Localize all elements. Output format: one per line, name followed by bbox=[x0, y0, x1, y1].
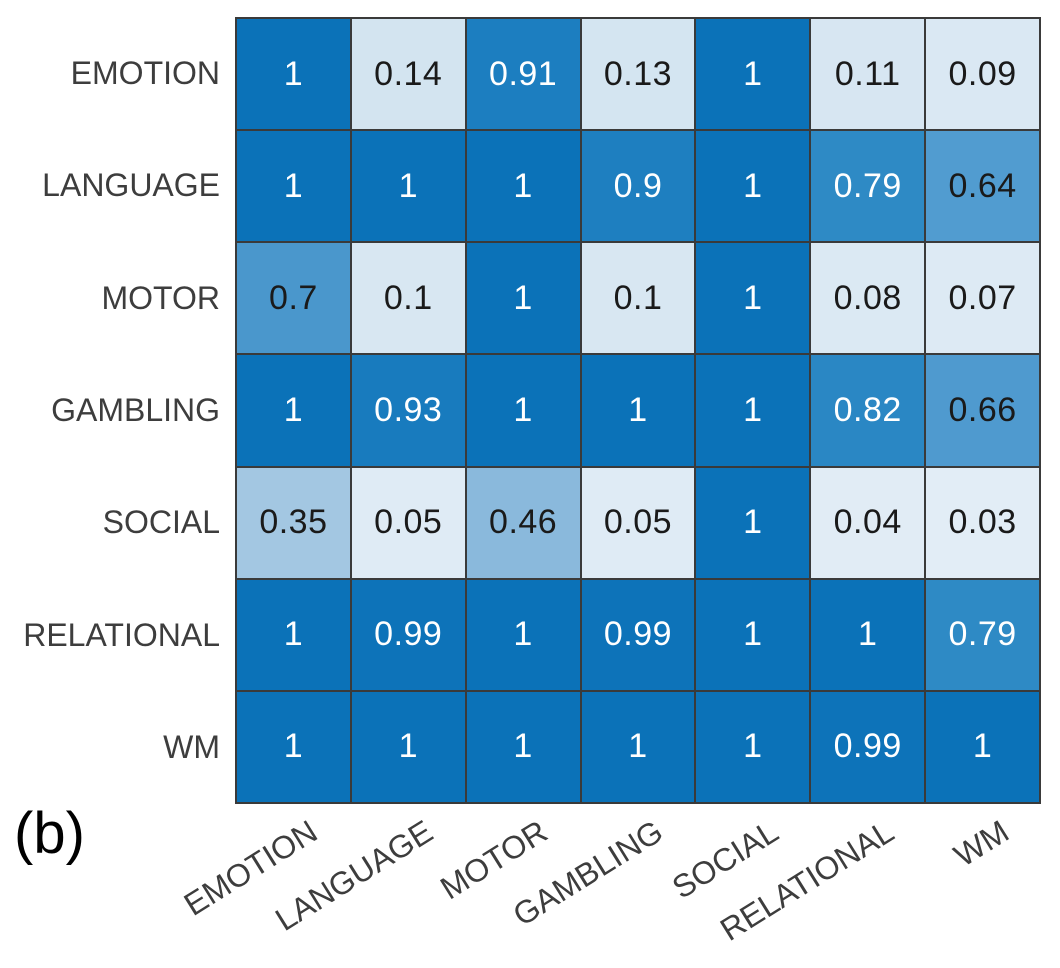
heatmap-cell-motor-language: 0.1 bbox=[351, 243, 465, 354]
figure-panel-label: (b) bbox=[14, 801, 85, 866]
heatmap-cell-gambling-wm: 0.66 bbox=[926, 355, 1039, 466]
heatmap-cell-emotion-social: 1 bbox=[696, 19, 810, 130]
y-tick-label-social: SOCIAL bbox=[102, 504, 220, 541]
heatmap-cell-motor-gambling: 0.1 bbox=[581, 243, 695, 354]
heatmap-cell-wm-gambling: 1 bbox=[581, 691, 695, 802]
heatmap-cell-emotion-emotion: 1 bbox=[237, 19, 350, 130]
heatmap-cell-language-social: 1 bbox=[696, 131, 810, 242]
heatmap-cell-motor-social: 1 bbox=[696, 243, 810, 354]
heatmap-cell-motor-wm: 0.07 bbox=[926, 243, 1039, 354]
heatmap-cell-language-wm: 0.64 bbox=[926, 131, 1039, 242]
heatmap-cell-social-social: 1 bbox=[696, 467, 810, 578]
heatmap-cell-relational-motor: 1 bbox=[466, 579, 580, 690]
heatmap-cell-motor-emotion: 0.7 bbox=[237, 243, 350, 354]
heatmap-cell-language-relational: 0.79 bbox=[811, 131, 925, 242]
heatmap-cell-wm-emotion: 1 bbox=[237, 691, 350, 802]
heatmap-cell-relational-emotion: 1 bbox=[237, 579, 350, 690]
heatmap-cell-social-relational: 0.04 bbox=[811, 467, 925, 578]
y-tick-label-wm: WM bbox=[163, 729, 220, 766]
heatmap-cell-gambling-language: 0.93 bbox=[351, 355, 465, 466]
heatmap-cell-wm-social: 1 bbox=[696, 691, 810, 802]
heatmap-cell-relational-social: 1 bbox=[696, 579, 810, 690]
heatmap-cell-relational-wm: 0.79 bbox=[926, 579, 1039, 690]
heatmap-cell-social-language: 0.05 bbox=[351, 467, 465, 578]
heatmap-cell-social-wm: 0.03 bbox=[926, 467, 1039, 578]
y-tick-label-relational: RELATIONAL bbox=[23, 616, 220, 653]
heatmap-cell-gambling-social: 1 bbox=[696, 355, 810, 466]
heatmap-cell-emotion-relational: 0.11 bbox=[811, 19, 925, 130]
heatmap-cell-emotion-wm: 0.09 bbox=[926, 19, 1039, 130]
heatmap-cell-motor-motor: 1 bbox=[466, 243, 580, 354]
heatmap-cell-gambling-emotion: 1 bbox=[237, 355, 350, 466]
x-tick-label-wm: WM bbox=[947, 813, 1015, 874]
heatmap-cell-wm-wm: 1 bbox=[926, 691, 1039, 802]
heatmap-cell-wm-language: 1 bbox=[351, 691, 465, 802]
heatmap-cell-motor-relational: 0.08 bbox=[811, 243, 925, 354]
y-tick-label-gambling: GAMBLING bbox=[51, 391, 220, 428]
heatmap-cell-social-motor: 0.46 bbox=[466, 467, 580, 578]
heatmap-cell-emotion-gambling: 0.13 bbox=[581, 19, 695, 130]
heatmap-cell-relational-relational: 1 bbox=[811, 579, 925, 690]
heatmap-grid: 1 0.14 0.91 0.13 1 0.11 0.09 1 1 1 0.9 1 0.79 0.64 0.7… bbox=[235, 17, 1041, 804]
heatmap-cell-relational-gambling: 0.99 bbox=[581, 579, 695, 690]
heatmap-cell-language-language: 1 bbox=[351, 131, 465, 242]
y-tick-label-motor: MOTOR bbox=[101, 279, 220, 316]
heatmap-cell-emotion-language: 0.14 bbox=[351, 19, 465, 130]
heatmap-cell-language-motor: 1 bbox=[466, 131, 580, 242]
heatmap-cell-language-emotion: 1 bbox=[237, 131, 350, 242]
heatmap-cell-gambling-gambling: 1 bbox=[581, 355, 695, 466]
y-tick-label-language: LANGUAGE bbox=[42, 167, 220, 204]
heatmap-cell-emotion-motor: 0.91 bbox=[466, 19, 580, 130]
heatmap-cell-gambling-motor: 1 bbox=[466, 355, 580, 466]
heatmap-cell-relational-language: 0.99 bbox=[351, 579, 465, 690]
heatmap-cell-social-emotion: 0.35 bbox=[237, 467, 350, 578]
heatmap-cell-social-gambling: 0.05 bbox=[581, 467, 695, 578]
heatmap-cell-wm-relational: 0.99 bbox=[811, 691, 925, 802]
y-tick-label-emotion: EMOTION bbox=[70, 54, 220, 91]
heatmap-cell-gambling-relational: 0.82 bbox=[811, 355, 925, 466]
heatmap-cell-language-gambling: 0.9 bbox=[581, 131, 695, 242]
heatmap-cell-wm-motor: 1 bbox=[466, 691, 580, 802]
